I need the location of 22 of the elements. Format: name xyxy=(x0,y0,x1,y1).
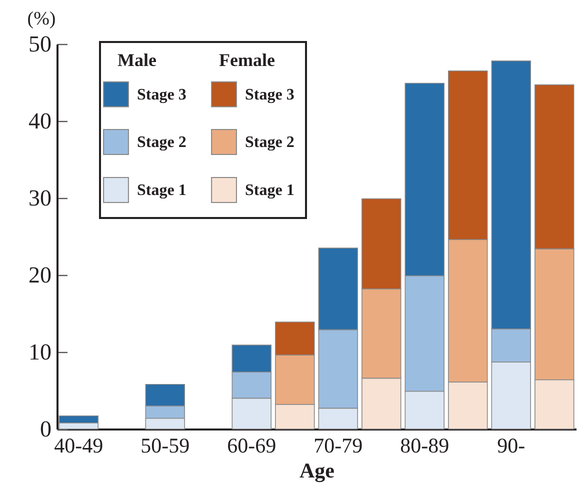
legend-label: Stage 2 xyxy=(245,134,294,151)
x-tick-label: 90- xyxy=(497,434,526,458)
x-tick-label: 70-79 xyxy=(314,434,363,458)
y-tick-label: 0 xyxy=(40,416,52,442)
x-tick-label: 60-69 xyxy=(227,434,276,458)
y-tick-label: 10 xyxy=(28,340,52,364)
y-tick-label: 20 xyxy=(28,262,52,288)
x-tick-label: 50-59 xyxy=(140,434,190,458)
legend-label: Stage 3 xyxy=(137,86,186,104)
legend-label: Stage 2 xyxy=(137,134,186,151)
y-tick-label: 50 xyxy=(28,32,52,56)
legend-label: Stage 3 xyxy=(245,86,294,104)
x-axis-title: Age xyxy=(300,458,334,482)
x-tick-label: 40-49 xyxy=(54,434,104,458)
y-axis-title: (%) xyxy=(27,8,56,30)
y-tick-label: 40 xyxy=(28,108,52,134)
x-tick-label: 80-89 xyxy=(400,434,450,458)
y-tick-label: 30 xyxy=(28,186,52,210)
legend-label: Stage 1 xyxy=(137,182,186,199)
legend-label: Stage 1 xyxy=(245,182,294,199)
annotation: Male xyxy=(118,50,156,70)
annotation: Female xyxy=(219,50,275,70)
